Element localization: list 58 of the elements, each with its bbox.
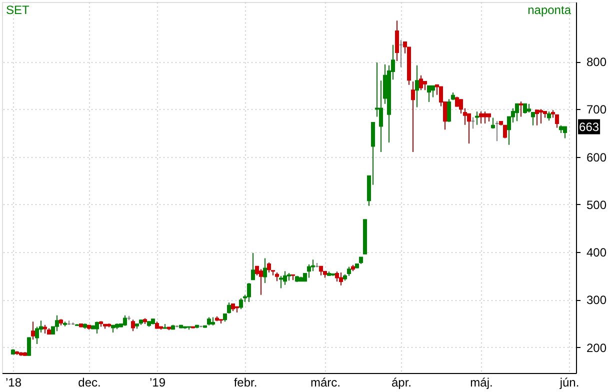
candlestick xyxy=(307,264,311,278)
candlestick xyxy=(319,266,323,276)
candlestick xyxy=(279,275,283,289)
candlestick xyxy=(259,268,263,296)
candlestick xyxy=(395,20,399,62)
candlestick xyxy=(55,314,59,332)
candlestick xyxy=(239,298,243,310)
candlestick xyxy=(339,272,343,286)
candlestick xyxy=(555,114,559,128)
candlestick xyxy=(347,266,351,276)
candlestick xyxy=(95,321,99,334)
annotation: 663 xyxy=(579,120,600,134)
candlestick xyxy=(503,124,507,139)
candlestick xyxy=(475,111,479,126)
candlestick xyxy=(31,321,35,340)
candlestick xyxy=(447,98,451,123)
y-tick-label: 700 xyxy=(586,102,607,117)
candlestick xyxy=(535,110,539,126)
candlestick xyxy=(227,302,231,314)
candlestick xyxy=(251,252,255,280)
candlestick xyxy=(415,64,419,108)
candlestick xyxy=(479,111,483,124)
candlestick xyxy=(491,117,495,130)
x-tick-label: febr. xyxy=(234,376,258,390)
candlestick xyxy=(131,319,135,332)
candlestick xyxy=(267,262,271,274)
chart-title: SET xyxy=(6,3,30,17)
candlestick xyxy=(335,271,339,282)
y-tick-label: 400 xyxy=(586,246,607,260)
candlestick xyxy=(547,111,551,122)
candlestick xyxy=(519,101,523,118)
y-tick-label: 800 xyxy=(586,55,607,70)
candlestick xyxy=(411,81,415,153)
x-tick-label: dec. xyxy=(78,376,101,390)
candlestick xyxy=(515,103,519,122)
candlestick xyxy=(431,85,435,98)
candlestick xyxy=(427,85,431,103)
candlestick xyxy=(263,258,267,284)
x-tick-label: ’18 xyxy=(5,376,22,390)
candlestick xyxy=(523,103,527,114)
candlestick xyxy=(419,74,423,91)
x-tick-label: ápr. xyxy=(391,376,412,390)
candlestick xyxy=(563,126,567,139)
y-tick-label: 300 xyxy=(586,293,607,308)
candlestick xyxy=(123,314,127,326)
candlestick xyxy=(539,108,543,124)
y-tick-label: 200 xyxy=(586,340,607,355)
x-tick-label: jún. xyxy=(558,376,580,390)
candlestick xyxy=(483,111,487,124)
x-tick-label: máj. xyxy=(470,376,493,390)
y-tick-label: 600 xyxy=(586,150,607,164)
candlestick xyxy=(283,270,287,286)
candlestick xyxy=(27,336,31,356)
chart-subtitle: naponta xyxy=(528,3,572,17)
x-tick-label: márc. xyxy=(310,376,340,390)
y-tick-label: 500 xyxy=(586,198,607,212)
candlestick xyxy=(247,282,251,303)
x-tick-label: ’19 xyxy=(149,376,166,390)
